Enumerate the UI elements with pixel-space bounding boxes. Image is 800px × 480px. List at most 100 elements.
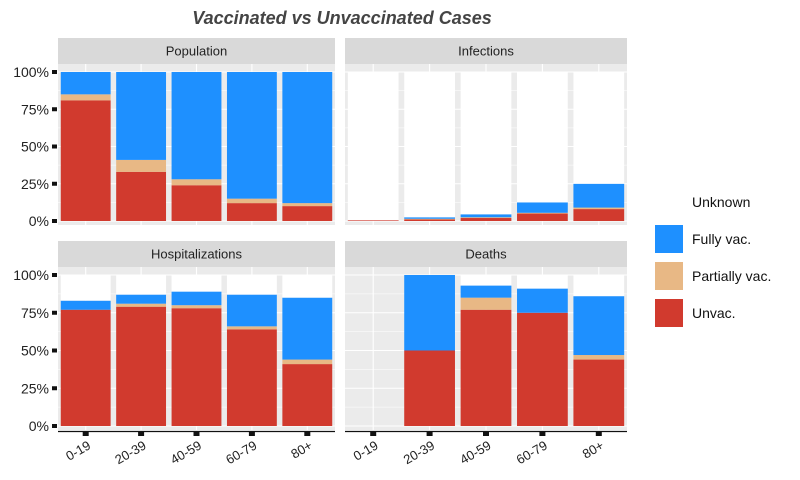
x-tick-mark [426, 431, 433, 436]
bar-segment-unknown [404, 72, 455, 218]
facet-label: Hospitalizations [151, 247, 243, 262]
y-tick-label: 75% [21, 101, 49, 117]
bar-segment-partially-vac [171, 179, 222, 186]
legend-swatch [655, 225, 683, 253]
legend-item-partially-vac: Partially vac. [655, 262, 771, 290]
x-tick-label: 60-79 [514, 438, 550, 468]
bar-segment-partially-vac [282, 359, 333, 365]
y-tick-label: 100% [13, 64, 49, 80]
y-tick-mark [52, 424, 57, 428]
legend-item-fully-vac: Fully vac. [655, 225, 751, 253]
y-tick-label: 25% [21, 380, 49, 396]
x-tick-mark [539, 431, 546, 436]
facet-label: Infections [458, 44, 514, 59]
y-tick-mark [52, 310, 57, 315]
x-tick-label: 60-79 [223, 438, 259, 468]
bar-segment-unknown [460, 72, 512, 215]
facet-strip [58, 241, 335, 267]
facet-strip [58, 38, 335, 64]
y-tick-mark [52, 144, 57, 149]
facet-strip [345, 241, 627, 267]
x-tick-label: 80+ [580, 438, 607, 462]
bar-segment-partially-vac [226, 326, 277, 330]
bar-segment-fully-vac [60, 72, 111, 95]
x-tick-label: 20-39 [401, 438, 437, 468]
x-tick-mark [138, 431, 145, 436]
bar-segment-unvac [282, 206, 333, 221]
bar-segment-partially-vac [573, 207, 625, 210]
legend-swatch [655, 299, 683, 327]
legend-label: Partially vac. [692, 268, 771, 284]
x-tick-mark [193, 431, 200, 436]
y-tick-mark [52, 386, 57, 391]
bar-segment-fully-vac [116, 294, 167, 304]
y-tick-label: 50% [21, 343, 49, 359]
y-tick-label: 50% [21, 139, 49, 155]
bar-segment-partially-vac [60, 94, 111, 101]
bar-segment-partially-vac [573, 355, 625, 360]
y-tick-mark [52, 107, 57, 112]
bar-segment-partially-vac [171, 305, 222, 309]
bar-segment-partially-vac [226, 198, 277, 204]
bar-segment-fully-vac [573, 183, 625, 208]
legend-swatch [655, 262, 683, 290]
bar-segment-unvac [171, 185, 222, 221]
bar-segment-fully-vac [404, 217, 455, 219]
legend-item-unvac: Unvac. [655, 299, 736, 327]
x-tick-mark [304, 431, 311, 436]
x-tick-mark [370, 431, 377, 436]
bar-segment-fully-vac [282, 72, 333, 204]
legend-label: Unknown [692, 194, 750, 210]
y-tick-label: 100% [13, 267, 49, 283]
bar-segment-unvac [226, 203, 277, 221]
bar-segment-unvac [404, 219, 455, 221]
y-tick-mark [52, 181, 57, 186]
x-tick-mark [82, 431, 89, 436]
y-tick-label: 0% [29, 418, 49, 434]
y-tick-label: 0% [29, 213, 49, 229]
bar-segment-unvac [226, 329, 277, 426]
x-tick-label: 0-19 [351, 438, 381, 464]
bar-segment-unknown [460, 275, 512, 286]
chart-panels: Population 0% 25% 50% 75% 100% Infections Hospi… [13, 38, 627, 467]
x-tick-label: 0-19 [63, 438, 93, 464]
bar-segment-unknown [347, 72, 399, 221]
legend-label: Fully vac. [692, 231, 751, 247]
bar-segment-partially-vac [282, 203, 333, 207]
x-tick-label: 80+ [288, 438, 315, 462]
bar-segment-fully-vac [116, 72, 167, 160]
bar-segment-unvac [347, 220, 399, 221]
facet-label: Population [166, 44, 227, 59]
bar-segment-unknown [171, 275, 222, 292]
bar-segment-unknown [573, 72, 625, 184]
bar-segment-unknown [226, 275, 277, 295]
bar-segment-partially-vac [517, 212, 568, 214]
y-tick-label: 75% [21, 305, 49, 321]
bar-segment-unknown [282, 275, 333, 298]
bar-segment-unvac [171, 308, 222, 426]
bar-segment-fully-vac [226, 72, 277, 199]
bar-segment-fully-vac [517, 288, 568, 313]
bar-segment-unvac [460, 309, 512, 426]
legend-label: Unvac. [692, 305, 736, 321]
y-tick-mark [52, 273, 57, 277]
x-tick-mark [248, 431, 255, 436]
bar-segment-unknown [517, 72, 568, 203]
y-tick-label: 25% [21, 176, 49, 192]
y-tick-mark [52, 70, 57, 74]
bar-segment-unvac [517, 213, 568, 221]
panel-population: Population 0% 25% 50% 75% 100% [13, 38, 335, 229]
y-tick-mark [52, 348, 57, 353]
bar-segment-fully-vac [573, 296, 625, 356]
bar-segment-fully-vac [60, 300, 111, 310]
bar-segment-partially-vac [460, 217, 512, 219]
bar-segment-unvac [60, 309, 111, 426]
bar-segment-unvac [282, 364, 333, 426]
bar-segment-fully-vac [517, 202, 568, 213]
bar-segment-partially-vac [460, 297, 512, 310]
x-tick-label: 40-59 [168, 438, 204, 468]
bar-segment-unvac [60, 100, 111, 221]
bar-segment-fully-vac [226, 294, 277, 327]
bar-segment-fully-vac [282, 297, 333, 360]
